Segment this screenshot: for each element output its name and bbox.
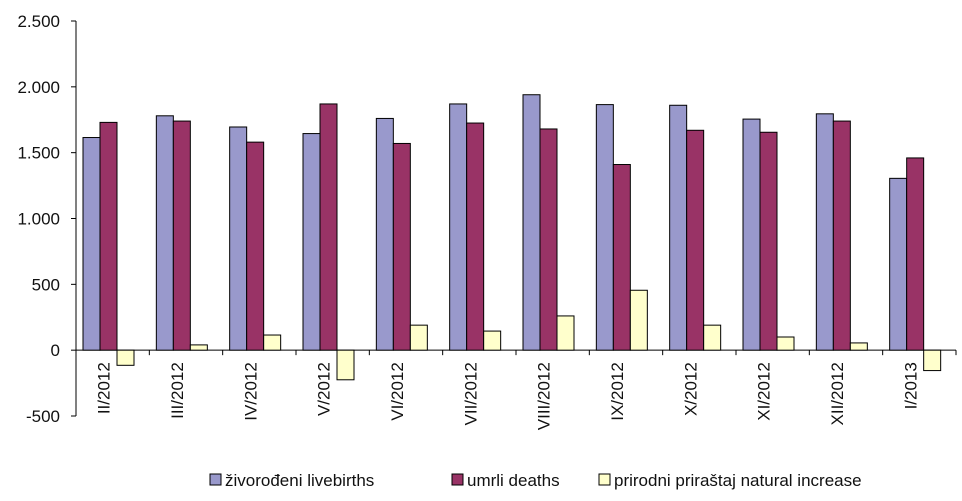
legend-label-1: živorođeni livebirths — [225, 471, 374, 490]
bar-3-12 — [923, 349, 942, 372]
bar-2-9 — [686, 129, 705, 351]
bar-3-1 — [116, 349, 135, 366]
bar-1-7 — [522, 94, 541, 351]
x-tick-label: V/2012 — [315, 362, 334, 416]
bar-2-1 — [99, 121, 118, 351]
bar-1-4 — [302, 133, 321, 351]
bar-2-5 — [392, 142, 411, 351]
bar-1-1 — [82, 137, 101, 351]
y-tick-label: 1.500 — [17, 144, 60, 163]
x-tick-label: X/2012 — [681, 362, 700, 416]
bar-2-11 — [832, 120, 851, 351]
bar-3-5 — [409, 324, 428, 351]
bar-2-6 — [466, 122, 485, 351]
bar-2-8 — [612, 164, 631, 351]
y-tick-label: 2.500 — [17, 12, 60, 31]
x-tick-labels: II/2012 III/2012 IV/2012 V/2012 VI/2012 VII/2… — [95, 362, 921, 430]
bar-3-10 — [776, 336, 795, 351]
bar-3-3 — [263, 334, 282, 351]
axes: -500 0 500 1.000 1.500 2.000 2.500 — [17, 12, 957, 426]
bar-2-12 — [906, 157, 925, 351]
bar-1-12 — [889, 177, 908, 351]
x-tick-label: I/2013 — [901, 362, 920, 409]
bar-2-3 — [246, 141, 265, 351]
bar-1-6 — [449, 103, 468, 351]
bar-1-5 — [375, 117, 394, 351]
legend-swatch-3 — [598, 473, 611, 486]
bar-3-6 — [483, 330, 502, 351]
bar-3-7 — [556, 315, 575, 351]
bar-1-11 — [815, 113, 834, 351]
x-tick-label: XII/2012 — [828, 362, 847, 425]
x-tick-label: VI/2012 — [388, 362, 407, 421]
bar-3-11 — [849, 342, 868, 351]
bars — [82, 94, 942, 381]
bar-1-10 — [742, 118, 761, 351]
bar-3-8 — [629, 289, 648, 351]
y-tick-label: -500 — [26, 407, 60, 426]
legend-swatch-2 — [451, 473, 464, 486]
y-tick-label: 0 — [51, 341, 60, 360]
bar-1-8 — [595, 104, 614, 351]
x-tick-label: VIII/2012 — [535, 362, 554, 430]
x-tick-label: IV/2012 — [241, 362, 260, 421]
bar-1-3 — [229, 126, 248, 351]
x-tick-label: XI/2012 — [755, 362, 774, 421]
bar-2-7 — [539, 128, 558, 351]
bar-3-2 — [189, 344, 208, 351]
legend-label-3: prirodni priraštaj natural increase — [614, 471, 862, 490]
x-tick-label: VII/2012 — [461, 362, 480, 425]
x-tick-label: IX/2012 — [608, 362, 627, 421]
bar-2-4 — [319, 103, 338, 351]
legend-swatch-1 — [209, 473, 222, 486]
bar-1-2 — [155, 115, 174, 351]
x-tick-label: III/2012 — [168, 362, 187, 419]
bar-3-9 — [703, 324, 722, 351]
bar-2-10 — [759, 131, 778, 351]
y-tick-label: 2.000 — [17, 78, 60, 97]
bar-3-4 — [336, 349, 355, 381]
legend: živorođeni livebirths umrli deaths prirodn… — [209, 471, 862, 490]
y-tick-label: 500 — [32, 275, 60, 294]
x-tick-label: II/2012 — [95, 362, 114, 414]
legend-label-2: umrli deaths — [467, 471, 560, 490]
y-tick-label: 1.000 — [17, 210, 60, 229]
bar-1-9 — [669, 104, 688, 351]
bar-2-2 — [172, 120, 191, 351]
